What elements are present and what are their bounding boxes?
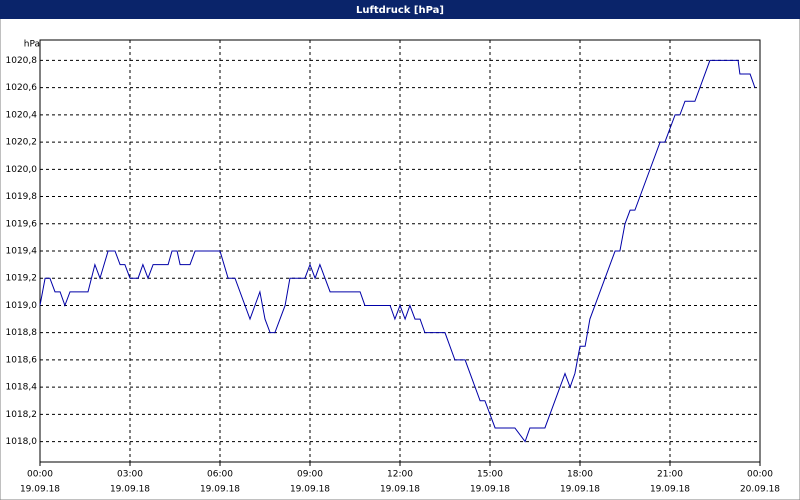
- x-tick-date: 19.09.18: [110, 485, 150, 495]
- y-tick-label: 1018,8: [6, 328, 38, 338]
- x-tick-date: 20.09.18: [740, 485, 780, 495]
- plot-frame: [39, 39, 761, 463]
- y-tick-label: 1020,2: [6, 138, 38, 148]
- x-tick-label: 00:00: [747, 470, 773, 480]
- x-tick-label: 12:00: [387, 470, 413, 480]
- x-tick-date: 19.09.18: [380, 485, 420, 495]
- y-tick-label: 1019,6: [6, 219, 38, 229]
- y-tick-label: 1019,4: [6, 247, 38, 257]
- x-tick-label: 09:00: [297, 470, 323, 480]
- chart-title: Luftdruck [hPa]: [356, 5, 444, 16]
- y-tick-label: 1019,0: [6, 301, 38, 311]
- x-tick-date: 19.09.18: [470, 485, 510, 495]
- x-tick-label: 15:00: [477, 470, 503, 480]
- x-tick-label: 00:00: [27, 470, 53, 480]
- title-bar: [0, 0, 800, 19]
- y-tick-label: 1018,6: [6, 355, 38, 365]
- y-tick-label: 1020,4: [6, 110, 38, 120]
- y-tick-label: 1018,4: [6, 383, 38, 393]
- y-axis-label: hPa: [24, 40, 40, 50]
- x-tick-date: 19.09.18: [20, 485, 60, 495]
- line: [39, 59, 756, 443]
- y-tick-label: 1020,0: [6, 165, 38, 175]
- y-tick-label: 1019,8: [6, 192, 38, 202]
- x-tick-label: 03:00: [117, 470, 143, 480]
- x-tick-date: 19.09.18: [200, 485, 240, 495]
- x-tick-label: 06:00: [207, 470, 233, 480]
- y-tick-label: 1018,2: [6, 410, 38, 420]
- x-tick-date: 19.09.18: [560, 485, 600, 495]
- y-tick-label: 1020,8: [6, 56, 38, 66]
- x-tick-date: 19.09.18: [650, 485, 690, 495]
- x-tick-label: 21:00: [657, 470, 683, 480]
- y-tick-label: 1020,6: [6, 83, 38, 93]
- y-tick-label: 1018,0: [6, 437, 38, 447]
- x-tick-date: 19.09.18: [290, 485, 330, 495]
- y-tick-label: 1019,2: [6, 274, 38, 284]
- x-tick-label: 18:00: [567, 470, 593, 480]
